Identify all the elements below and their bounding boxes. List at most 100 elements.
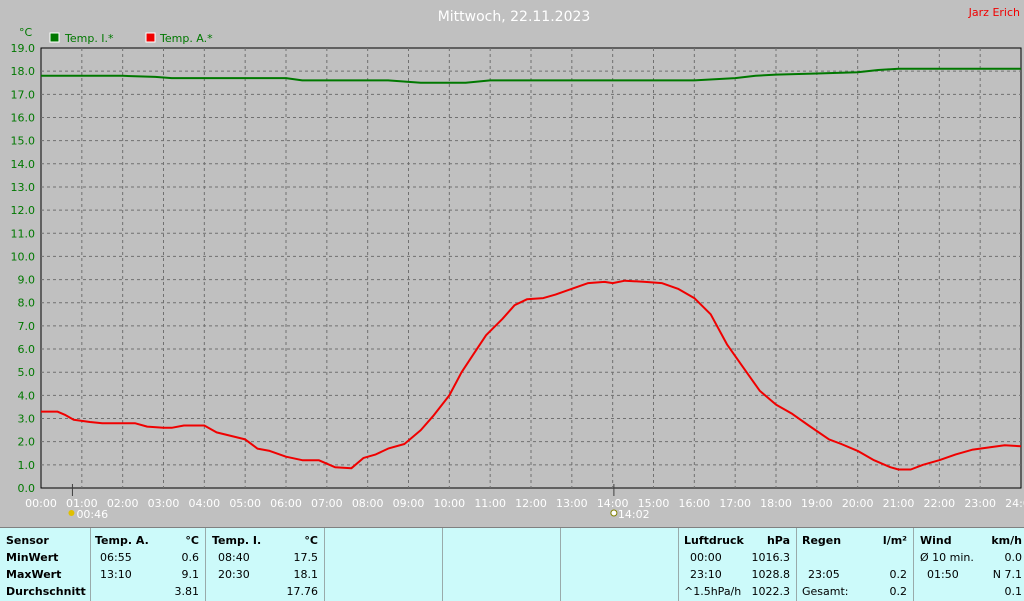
author-label: Jarz Erich — [968, 6, 1020, 19]
x-tick-label: 10:00 — [433, 497, 465, 510]
wind-avg-label: Ø 10 min. — [920, 551, 974, 564]
marker-time-label: 14:02 — [618, 508, 650, 521]
temperature-chart: Mittwoch, 22.11.2023 Jarz Erich °C Temp.… — [11, 6, 1024, 521]
sensor-column: Sensor MinWert MaxWert Durchschnitt — [0, 528, 91, 601]
sensor-header: Sensor — [6, 534, 49, 547]
y-tick-label: 0.0 — [18, 482, 36, 495]
moon-icon — [68, 510, 75, 516]
pressure-trend-label: ^1.5hPa/h — [684, 585, 742, 598]
wind-max-value: N 7.1 — [992, 568, 1022, 581]
temp-a-avg: 3.81 — [174, 585, 200, 598]
x-tick-label: 02:00 — [107, 497, 139, 510]
wind-unit: km/h — [991, 534, 1022, 547]
legend-swatch-outdoor — [145, 32, 156, 43]
y-tick-label: 8.0 — [18, 297, 36, 310]
rain-total-value: 0.2 — [889, 585, 908, 598]
series-lines — [41, 67, 1022, 471]
y-tick-label: 15.0 — [11, 135, 36, 148]
x-tick-label: 19:00 — [801, 497, 833, 510]
empty-column-3 — [561, 528, 679, 601]
pressure-min-value: 1016.3 — [751, 551, 791, 564]
temp-i-min-time: 08:40 — [218, 551, 250, 564]
y-tick-label: 10.0 — [11, 250, 36, 263]
wind-avg-value: 0.0 — [1004, 551, 1023, 564]
x-tick-label: 17:00 — [719, 497, 751, 510]
empty-column-2 — [443, 528, 561, 601]
y-tick-label: 17.0 — [11, 88, 36, 101]
y-axis-ticks: 0.0 1.0 2.0 3.0 4.0 5.0 6.0 7.0 8.0 9.0 10.0 11.0 12… — [11, 42, 36, 495]
x-tick-label: 18:00 — [760, 497, 792, 510]
x-tick-label: 01:00 — [66, 497, 98, 510]
temp-a-min-value: 0.6 — [181, 551, 200, 564]
rain-column: Regen l/m² 23:05 0.2 Gesamt: 0.2 — [797, 528, 914, 601]
rain-header: Regen — [802, 534, 842, 547]
x-tick-label: 16:00 — [678, 497, 710, 510]
chart-title: Mittwoch, 22.11.2023 — [438, 9, 591, 25]
temp-a-unit: °C — [185, 534, 199, 547]
x-tick-label: 08:00 — [352, 497, 384, 510]
pressure-header: Luftdruck — [684, 534, 744, 547]
pressure-trend-value: 1022.3 — [751, 585, 791, 598]
wind-max-time: 01:50 — [927, 568, 959, 581]
y-tick-label: 19.0 — [11, 42, 36, 55]
y-tick-label: 13.0 — [11, 181, 36, 194]
legend-label-outdoor: Temp. A.* — [159, 32, 213, 45]
y-tick-label: 18.0 — [11, 65, 36, 78]
x-tick-label: 12:00 — [515, 497, 547, 510]
x-tick-label: 05:00 — [229, 497, 261, 510]
rain-total-label: Gesamt: — [802, 585, 849, 598]
grid — [41, 48, 1021, 488]
pressure-max-time: 23:10 — [690, 568, 722, 581]
y-tick-label: 4.0 — [18, 389, 36, 402]
y-tick-label: 12.0 — [11, 204, 36, 217]
x-tick-label: 22:00 — [923, 497, 955, 510]
pressure-max-value: 1028.8 — [751, 568, 791, 581]
temp-i-column: Temp. I. °C 08:40 17.5 20:30 18.1 17.76 — [206, 528, 325, 601]
legend-label-indoor: Temp. I.* — [64, 32, 114, 45]
row-label-min: MinWert — [6, 551, 59, 564]
y-tick-label: 9.0 — [18, 274, 36, 287]
wind-last-value: 0.1 — [1004, 585, 1023, 598]
x-tick-label: 04:00 — [188, 497, 220, 510]
marker-time-label: 00:46 — [76, 508, 108, 521]
wind-header: Wind — [920, 534, 952, 547]
sun-icon — [610, 509, 618, 517]
row-label-max: MaxWert — [6, 568, 62, 581]
x-axis-ticks: 00:00 01:00 02:00 03:00 04:00 05:00 06:00 07:00… — [25, 497, 1024, 510]
empty-column-1 — [325, 528, 443, 601]
x-tick-label: 03:00 — [148, 497, 180, 510]
x-tick-label: 23:00 — [964, 497, 996, 510]
rain-time: 23:05 — [808, 568, 840, 581]
x-tick-label: 00:00 — [25, 497, 57, 510]
temp-i-min-value: 17.5 — [293, 551, 319, 564]
x-tick-label: 09:00 — [393, 497, 425, 510]
temp-a-max-time: 13:10 — [100, 568, 132, 581]
x-tick-label: 15:00 — [638, 497, 670, 510]
x-tick-label: 21:00 — [883, 497, 915, 510]
temp-a-column: Temp. A. °C 06:55 0.6 13:10 9.1 3.81 — [91, 528, 206, 601]
temp-a-max-value: 9.1 — [181, 568, 200, 581]
temp-i-max-time: 20:30 — [218, 568, 250, 581]
y-tick-label: 14.0 — [11, 158, 36, 171]
pressure-column: Luftdruck hPa 00:00 1016.3 23:10 1028.8 … — [679, 528, 797, 601]
pressure-unit: hPa — [766, 534, 790, 547]
y-tick-label: 16.0 — [11, 111, 36, 124]
wind-column: Wind km/h Ø 10 min. 0.0 01:50 N 7.1 0.1 — [914, 528, 1024, 601]
temp-a-header: Temp. A. — [95, 534, 149, 547]
temp-i-header: Temp. I. — [212, 534, 262, 547]
y-tick-label: 5.0 — [18, 366, 36, 379]
y-tick-label: 1.0 — [18, 459, 36, 472]
time-markers: 00:46 14:02 — [68, 484, 650, 521]
y-tick-label: 3.0 — [18, 413, 36, 426]
x-tick-label: 11:00 — [474, 497, 506, 510]
y-unit-label: °C — [19, 26, 33, 39]
series-line-1 — [41, 279, 1022, 471]
x-tick-label: 06:00 — [270, 497, 302, 510]
x-tick-label: 24:00 — [1005, 497, 1024, 510]
legend-swatch-indoor — [49, 32, 60, 43]
y-tick-label: 11.0 — [11, 227, 36, 240]
rain-value: 0.2 — [889, 568, 908, 581]
x-tick-label: 20:00 — [842, 497, 874, 510]
y-tick-label: 2.0 — [18, 436, 36, 449]
temp-i-unit: °C — [304, 534, 318, 547]
